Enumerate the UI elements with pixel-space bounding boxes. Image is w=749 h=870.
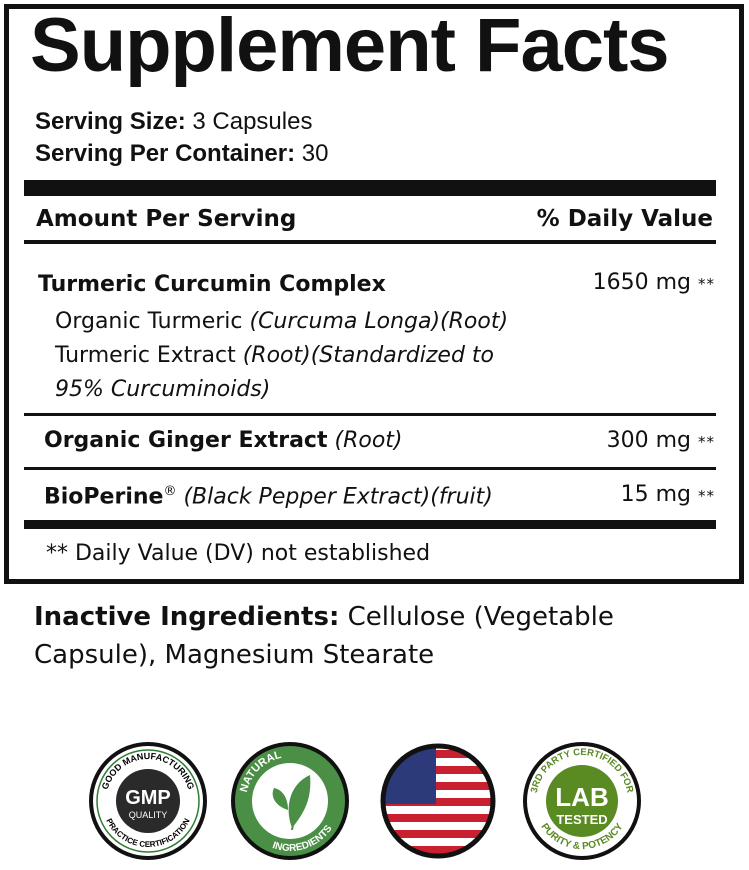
divider <box>24 413 716 416</box>
sub-italic: (Curcuma Longa)(Root) <box>249 309 509 334</box>
thick-divider <box>24 180 716 196</box>
lab-tested-badge: 3RD PARTY CERTIFIED FOR PURITY & POTENCY… <box>523 742 641 860</box>
leaf-icon <box>272 775 311 831</box>
ingredient-name: Turmeric Curcumin Complex <box>38 272 386 297</box>
serving-size: Serving Size: 3 Capsules <box>35 108 312 136</box>
supplement-facts-panel <box>4 4 744 584</box>
dv-value: ** <box>698 487 715 505</box>
registered-mark: ® <box>163 484 177 499</box>
daily-value-header: % Daily Value <box>536 206 713 232</box>
badge-main-text: LAB <box>555 782 608 812</box>
per-container-value: 30 <box>301 140 329 167</box>
ingredient-name: Organic Ginger Extract (Root) <box>44 428 402 453</box>
detail: (Root) <box>334 428 403 453</box>
natural-ingredients-badge: NATURAL INGREDIENTS <box>231 742 349 860</box>
dv-value: ** <box>698 275 715 293</box>
serving-size-label: Serving Size: <box>35 108 186 135</box>
ingredient-amount: 300 mg ** <box>607 428 715 453</box>
inactive-ingredients: Inactive Ingredients: Cellulose (Vegetab… <box>34 598 734 674</box>
per-container-label: Serving Per Container: <box>35 140 296 167</box>
detail: (Black Pepper Extract)(fruit) <box>183 484 493 510</box>
amount-per-serving-header: Amount Per Serving <box>36 206 297 232</box>
amount-value: 300 mg <box>606 428 691 453</box>
sub-plain: Turmeric Extract <box>55 343 243 368</box>
servings-per-container: Serving Per Container: 30 <box>35 140 328 168</box>
badge-main-text: GMP <box>125 787 171 809</box>
panel-title: Supplement Facts <box>30 3 670 88</box>
amount-value: 15 mg <box>620 482 691 507</box>
sub-ingredient: Organic Turmeric (Curcuma Longa)(Root) <box>55 309 508 334</box>
sub-italic: (Root)(Standardized to <box>242 343 494 368</box>
badge-sub-text: TESTED <box>556 812 607 827</box>
thick-divider <box>24 520 716 529</box>
footnote: ** Daily Value (DV) not established <box>46 541 431 566</box>
dv-value: ** <box>698 433 715 451</box>
divider <box>24 467 716 470</box>
gmp-badge: GOOD MANUFACTURING PRACTICE CERTIFICATIO… <box>89 742 207 860</box>
ingredient-amount: 1650 mg ** <box>593 270 715 295</box>
divider <box>24 240 716 244</box>
amount-value: 1650 mg <box>592 270 691 295</box>
serving-size-value: 3 Capsules <box>192 108 313 135</box>
ingredient-name: BioPerine® (Black Pepper Extract)(fruit) <box>44 484 493 509</box>
sub-ingredient: Turmeric Extract (Root)(Standardized to <box>55 343 494 368</box>
sub-plain: Organic Turmeric <box>55 309 250 334</box>
name: BioPerine <box>44 484 164 510</box>
sub-ingredient: 95% Curcuminoids) <box>55 377 271 402</box>
name: Organic Ginger Extract <box>44 428 328 453</box>
usa-flag-badge <box>380 743 496 859</box>
badge-sub-text: QUALITY <box>129 810 168 820</box>
inactive-value: Cellulose (Vegetable Capsule), Magnesium… <box>34 602 614 670</box>
ingredient-amount: 15 mg ** <box>621 482 715 507</box>
inactive-label: Inactive Ingredients: <box>34 602 340 632</box>
us-flag-icon <box>385 748 491 854</box>
